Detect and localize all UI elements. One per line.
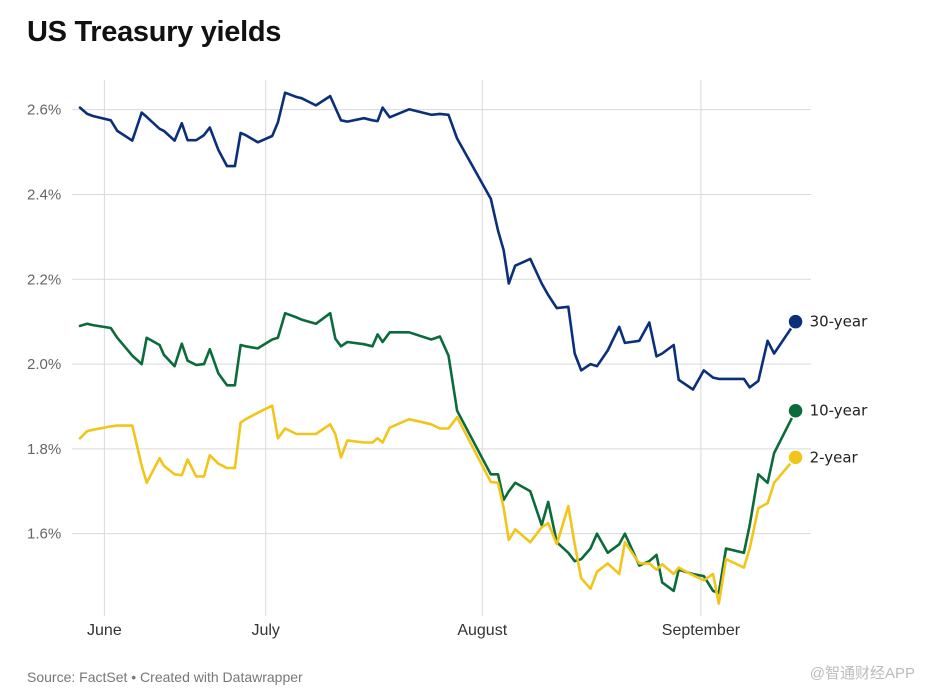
watermark: @智通财经APP [809,665,915,682]
x-axis: June July August September [87,622,741,639]
y-tick-label: 2.4% [27,186,61,203]
x-tick-label: August [457,622,507,639]
series-endpoint-30-year [787,313,804,330]
series-line-10-year [78,311,797,595]
series-endpoint-2-year [787,449,804,466]
source-note: Source: FactSet • Created with Datawrapp… [27,669,303,685]
series-endpoints: 30-year 10-year 2-year [787,313,869,466]
chart-title: US Treasury yields [27,16,282,48]
series-label-10-year: 10-year [810,402,869,420]
x-tick-label: September [662,622,741,639]
series-line-2-year [78,404,797,605]
series-line-30-year [78,91,797,391]
y-tick-label: 1.6% [27,526,61,543]
series-endpoint-10-year [787,402,804,419]
y-tick-label: 1.8% [27,441,61,458]
series-label-30-year: 30-year [810,313,869,331]
x-tick-label: June [87,622,122,639]
y-tick-label: 2.0% [27,356,61,373]
x-tick-label: July [251,622,279,639]
y-axis: 2.6% 2.4% 2.2% 2.0% 1.8% 1.6% [27,102,61,543]
series-label-2-year: 2-year [810,448,859,466]
y-tick-label: 2.2% [27,271,61,288]
series-lines [78,91,797,605]
y-tick-label: 2.6% [27,102,61,119]
